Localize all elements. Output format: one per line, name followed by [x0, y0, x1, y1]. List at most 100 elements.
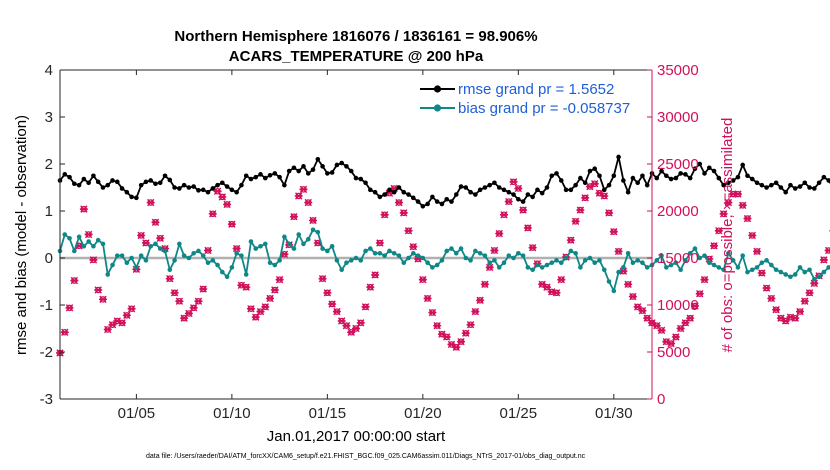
bias-series-point [243, 272, 249, 277]
bias-series-point [377, 251, 383, 256]
obs-count-point [375, 239, 384, 247]
bias-series-point [640, 260, 645, 266]
rmse-series-point [224, 184, 230, 189]
bias-series-point [659, 253, 664, 258]
obs-count-point [418, 275, 427, 284]
rmse-series-point [458, 184, 464, 189]
rmse-series-point [726, 180, 731, 186]
rmse-series-point [157, 180, 163, 186]
bias-series-point [305, 236, 311, 242]
rmse-series-point [687, 175, 693, 181]
bias-series-point [406, 255, 411, 261]
bias-series-point [597, 258, 602, 263]
bias-series-point [415, 253, 421, 258]
obs-count-point [609, 227, 618, 236]
legend-label: rmse grand pr = 1.5652 [458, 81, 614, 98]
rmse-series-point [764, 185, 769, 190]
bias-series-point [740, 253, 746, 258]
bias-series-point [310, 227, 316, 233]
rmse-series-point [606, 182, 612, 188]
bias-series-point [582, 258, 588, 263]
rmse-series-point [444, 196, 450, 202]
bias-series-point [592, 260, 598, 266]
bias-series-point [186, 255, 192, 261]
bias-series-point [329, 243, 335, 249]
bias-series-point [573, 251, 578, 256]
rmse-series-point [477, 187, 483, 193]
chart-subtitle: ACARS_TEMPERATURE @ 200 hPa [229, 48, 484, 65]
rmse-series-point [573, 182, 578, 188]
rmse-series-point [114, 179, 120, 185]
bias-series-point [635, 258, 640, 263]
rmse-series-point [277, 174, 282, 180]
rmse-series-point [372, 189, 378, 195]
rmse-series-point [239, 182, 244, 188]
obs-count-point [433, 321, 442, 330]
obs-count-point [65, 304, 74, 312]
left-y-tick-label: -1 [40, 297, 53, 314]
left-y-tick-label: 3 [45, 109, 53, 126]
bias-series-point [563, 255, 569, 261]
bias-series-point [788, 274, 793, 280]
rmse-series-point [453, 192, 459, 197]
obs-count-point [261, 303, 270, 311]
obs-count-point [409, 243, 418, 251]
bias-series-point [449, 246, 454, 251]
rmse-series-point [778, 185, 784, 190]
obs-count-point [442, 333, 451, 341]
chart-title: Northern Hemisphere 1816076 / 1836161 = … [174, 28, 537, 45]
left-y-tick-label: 1 [45, 203, 53, 220]
right-y-tick-label: 15000 [657, 250, 699, 267]
bias-series-point [277, 258, 282, 263]
obs-count-point [361, 303, 370, 311]
rmse-series-point [807, 185, 812, 190]
bias-series-point [315, 229, 321, 235]
bias-series-point [654, 258, 660, 263]
bias-series-point [334, 258, 340, 263]
bias-series-point [458, 246, 464, 251]
rmse-series-point [692, 166, 698, 171]
rmse-series-point [267, 172, 273, 178]
bias-series-point [439, 258, 445, 263]
bias-series-point [802, 269, 808, 275]
obs-count-point [218, 193, 227, 201]
bias-series-point [153, 241, 158, 247]
obs-count-point [404, 227, 413, 235]
rmse-series-point [291, 165, 297, 171]
bias-series-point [363, 248, 368, 254]
obs-count-point [194, 297, 203, 305]
bias-series-point [711, 262, 717, 268]
obs-count-point [89, 256, 98, 264]
obs-count-point [380, 211, 389, 219]
rmse-series-point [821, 174, 827, 180]
rmse-series-point [654, 175, 660, 181]
bias-series-point [749, 267, 755, 273]
rmse-series-point [501, 187, 507, 193]
bias-series-point [792, 272, 798, 277]
rmse-series-point [329, 170, 335, 175]
bias-series-point [138, 253, 144, 258]
obs-count-point [127, 305, 136, 313]
bias-series-point [769, 262, 774, 268]
obs-count-point [576, 206, 585, 214]
rmse-series-point [430, 194, 435, 200]
right-y-tick-label: 10000 [657, 297, 699, 314]
rmse-series-point [258, 172, 263, 177]
bias-series-point [339, 267, 344, 273]
bias-series-point [754, 265, 760, 270]
obs-count-point [175, 297, 184, 305]
bias-series-point [224, 274, 230, 280]
obs-count-point [824, 246, 830, 255]
rmse-series-point [315, 157, 321, 162]
rmse-series-point [683, 172, 688, 177]
rmse-series-point [301, 164, 306, 169]
obs-count-point [352, 324, 360, 333]
obs-count-point [79, 205, 88, 213]
rmse-series-point [320, 164, 325, 169]
rmse-series-point [482, 185, 488, 190]
rmse-series-point [611, 173, 617, 179]
rmse-series-point [305, 171, 311, 176]
rmse-series-point [558, 178, 564, 183]
rmse-series-point [196, 188, 201, 193]
obs-count-point [614, 247, 623, 256]
